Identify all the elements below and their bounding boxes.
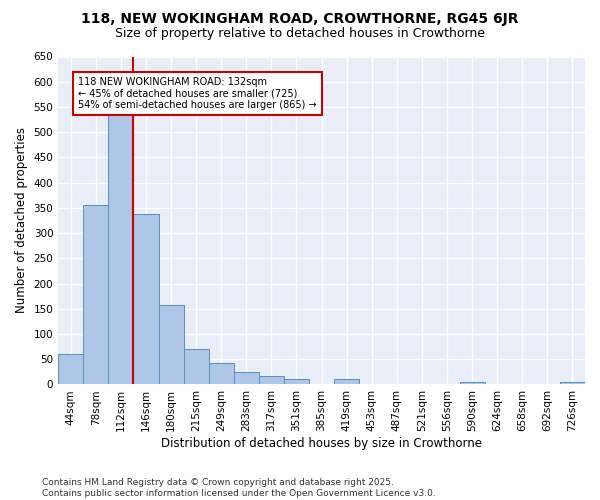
Bar bbox=[259, 376, 284, 384]
X-axis label: Distribution of detached houses by size in Crowthorne: Distribution of detached houses by size … bbox=[161, 437, 482, 450]
Bar bbox=[460, 382, 485, 384]
Bar bbox=[334, 380, 359, 384]
Bar bbox=[284, 380, 309, 384]
Bar bbox=[133, 214, 158, 384]
Y-axis label: Number of detached properties: Number of detached properties bbox=[15, 128, 28, 314]
Bar bbox=[109, 109, 133, 384]
Bar bbox=[560, 382, 585, 384]
Bar bbox=[209, 364, 234, 384]
Bar bbox=[184, 349, 209, 384]
Text: 118 NEW WOKINGHAM ROAD: 132sqm
← 45% of detached houses are smaller (725)
54% of: 118 NEW WOKINGHAM ROAD: 132sqm ← 45% of … bbox=[78, 76, 317, 110]
Text: Size of property relative to detached houses in Crowthorne: Size of property relative to detached ho… bbox=[115, 28, 485, 40]
Text: Contains HM Land Registry data © Crown copyright and database right 2025.
Contai: Contains HM Land Registry data © Crown c… bbox=[42, 478, 436, 498]
Bar bbox=[83, 205, 109, 384]
Bar bbox=[234, 372, 259, 384]
Text: 118, NEW WOKINGHAM ROAD, CROWTHORNE, RG45 6JR: 118, NEW WOKINGHAM ROAD, CROWTHORNE, RG4… bbox=[81, 12, 519, 26]
Bar bbox=[158, 304, 184, 384]
Bar bbox=[58, 354, 83, 384]
